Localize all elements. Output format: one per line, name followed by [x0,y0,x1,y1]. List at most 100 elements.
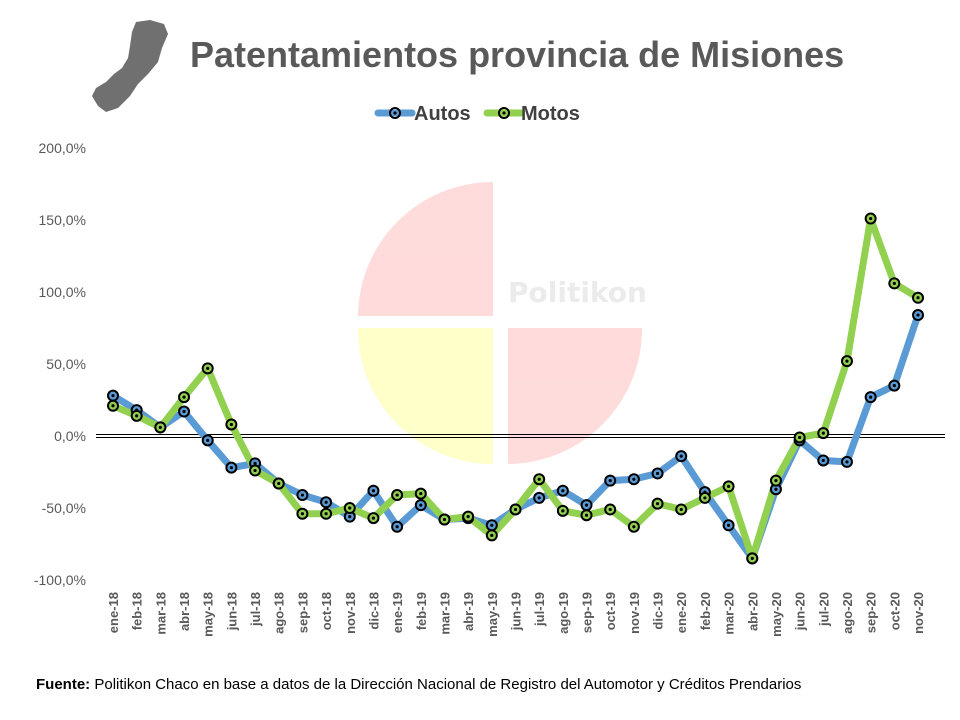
data-point-center [182,395,186,399]
data-point-center [348,515,352,519]
x-tick-label: oct-19 [603,592,618,630]
data-point-center [537,477,541,481]
x-tick-label: abr-19 [461,592,476,631]
x-tick-label: may-18 [201,592,216,637]
watermark-text: Politikon [508,276,647,309]
data-point-center [253,461,257,465]
data-point-center [348,506,352,510]
data-point-center [324,512,328,516]
x-tick-label: dic-19 [651,592,666,630]
data-point-center [821,458,825,463]
x-tick-label: ene-19 [390,592,405,633]
misiones-map-logo [92,20,168,112]
data-point-center [111,404,115,408]
data-point-center [869,395,873,399]
legend-marker-dot [393,111,397,115]
politikon-watermark: Politikon [357,182,647,464]
x-tick-label: oct-20 [887,592,902,630]
x-tick-label: abr-20 [745,592,760,631]
y-tick-label: -100,0% [34,572,86,588]
data-point-center [726,523,731,527]
data-point-center [371,489,376,493]
data-point-center [561,509,565,513]
x-tick-label: jun-19 [509,592,524,631]
legend-label-autos: Autos [414,103,471,125]
data-point-center [798,435,802,440]
data-point-center [395,525,399,529]
data-point-center [206,366,210,370]
data-point-center [774,487,778,491]
data-point-center [206,438,210,442]
data-point-center [916,313,920,317]
y-tick-label: 100,0% [39,284,86,300]
legend-marker-autos [389,107,401,119]
x-tick-label: sep-19 [580,592,595,633]
data-point-center [490,523,494,527]
x-tick-label: nov-19 [627,592,642,634]
data-point-center [395,493,399,497]
x-tick-label: jul-19 [532,592,547,627]
x-tick-label: nov-18 [343,592,358,634]
y-tick-label: 200,0% [39,140,86,156]
data-point-center [371,516,376,520]
data-point-center [774,479,778,483]
x-tick-label: ago-18 [272,592,287,634]
data-point-center [561,489,565,493]
source-label: Fuente: [36,676,91,693]
x-tick-label: mar-19 [437,592,452,635]
x-tick-label: jun-18 [224,592,239,631]
data-point-center [655,471,660,476]
data-point-center [111,394,115,398]
data-point-center [584,513,589,517]
data-point-center [679,507,683,512]
data-point-center [135,414,139,418]
data-point-center [584,503,589,507]
data-point-center [726,484,731,488]
x-tick-label: may-20 [769,592,784,637]
x-tick-label: feb-20 [698,592,713,630]
data-point-center [158,425,162,429]
data-point-center [845,359,849,363]
data-point-center [916,296,920,300]
legend-item-motos: Motos [483,103,580,125]
data-point-center [655,502,660,506]
data-point-center [442,517,447,522]
y-tick-label: 150,0% [39,212,86,228]
x-tick-label: dic-18 [366,592,381,630]
legend-marker-dot [502,111,506,115]
x-tick-label: mar-18 [153,592,168,635]
x-tick-label: feb-19 [414,592,429,630]
x-tick-label: ago-20 [840,592,855,634]
data-point-center [869,216,873,221]
x-tick-label: may-19 [485,592,500,637]
data-point-center [537,496,541,500]
data-point-center [750,556,754,561]
data-point-center [513,507,518,512]
data-point-center [892,281,896,285]
data-point-center [277,481,281,486]
data-point-center [679,454,683,458]
data-point-center [490,533,494,537]
data-point-center [703,496,707,500]
series-layer [107,212,924,565]
x-tick-label: ene-18 [106,592,121,633]
y-tick-label: 0,0% [54,428,86,444]
data-point-center [466,515,470,519]
x-tick-label: jul-20 [816,592,831,627]
x-tick-label: jun-20 [793,592,808,631]
x-tick-label: ago-19 [556,592,571,634]
x-tick-label: jul-18 [248,592,263,627]
data-point-center [608,479,612,483]
y-axis: 200,0% 150,0% 100,0% 50,0% 0,0% -50,0% -100,0% [34,140,86,588]
data-point-center [632,477,636,481]
data-point-center [845,460,849,464]
source-note: Fuente: Politikon Chaco en base a datos … [36,676,801,693]
data-point-center [229,422,233,427]
data-point-center [300,512,305,516]
x-tick-label: oct-18 [319,592,334,630]
data-point-center [229,466,233,470]
data-point-center [892,384,896,388]
x-tick-label: sep-20 [864,592,879,633]
x-axis: ene-18 feb-18 mar-18 abr-18 may-18 jun-18 jul-… [106,592,926,637]
